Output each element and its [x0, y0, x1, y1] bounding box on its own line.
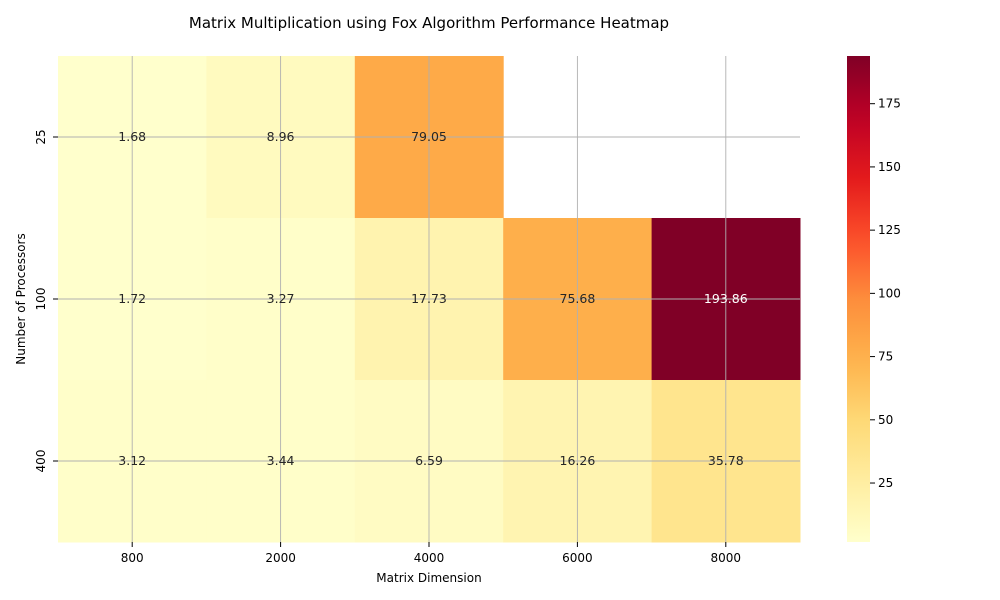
cell-value-label: 75.68	[560, 291, 596, 306]
colorbar-tick-label: 175	[878, 97, 901, 111]
colorbar-tick-label: 75	[878, 350, 893, 364]
cell-value-label: 8.96	[267, 129, 295, 144]
colorbar-tick-label: 150	[878, 160, 901, 174]
x-tick-label: 8000	[711, 551, 742, 565]
x-axis-label: Matrix Dimension	[376, 571, 481, 585]
y-axis-ticks: 25 100 400	[34, 129, 58, 472]
cell-value-label: 79.05	[411, 129, 447, 144]
y-tick-label: 25	[34, 129, 48, 144]
cell-value-label: 3.27	[267, 291, 295, 306]
x-tick-label: 6000	[562, 551, 593, 565]
colorbar-tick-label: 125	[878, 223, 901, 237]
x-tick-label: 2000	[265, 551, 296, 565]
cell-value-label: 3.44	[267, 453, 295, 468]
y-axis-label: Number of Processors	[14, 233, 28, 364]
chart-title: Matrix Multiplication using Fox Algorith…	[189, 14, 669, 32]
grid-lines	[58, 56, 800, 542]
y-tick-label: 100	[34, 288, 48, 311]
cell-value-label: 193.86	[704, 291, 748, 306]
colorbar-ticks: 25 50 75 100 125 150 175	[870, 97, 901, 490]
cell-value-label: 17.73	[411, 291, 447, 306]
colorbar-tick-label: 25	[878, 476, 893, 490]
cell-value-label: 16.26	[560, 453, 596, 468]
x-tick-label: 4000	[414, 551, 445, 565]
colorbar	[847, 56, 870, 542]
cell-labels: 1.68 8.96 79.05 1.72 3.27 17.73 75.68 193.86 3.1…	[118, 129, 747, 468]
y-tick-label: 400	[34, 450, 48, 473]
x-tick-label: 800	[121, 551, 144, 565]
colorbar-tick-label: 50	[878, 413, 893, 427]
colorbar-tick-label: 100	[878, 286, 901, 300]
x-axis-ticks: 800 2000 4000 6000 8000	[121, 542, 741, 565]
cell-value-label: 6.59	[415, 453, 443, 468]
cell-value-label: 35.78	[708, 453, 744, 468]
cell-value-label: 1.68	[118, 129, 146, 144]
cell-value-label: 3.12	[118, 453, 146, 468]
cell-value-label: 1.72	[118, 291, 146, 306]
